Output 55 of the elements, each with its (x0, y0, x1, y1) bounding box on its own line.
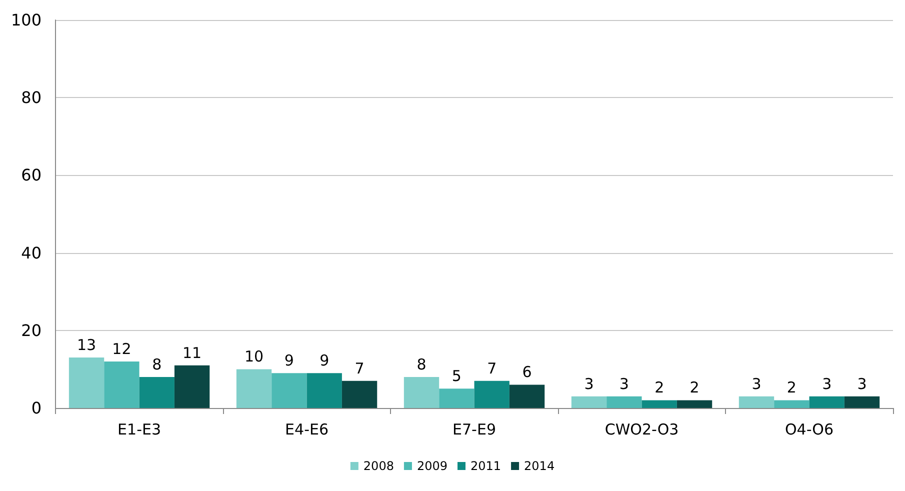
bar (642, 400, 677, 408)
data-label: 3 (619, 374, 629, 393)
bar (236, 369, 272, 408)
bar (104, 361, 140, 408)
data-label: 2 (654, 378, 664, 397)
x-tick-label: E4-E6 (285, 420, 329, 438)
data-label: 7 (487, 359, 497, 378)
y-tick-label: 40 (21, 243, 42, 262)
y-tick-label: 20 (21, 320, 42, 340)
bar (139, 376, 174, 408)
x-tick-label: CWO2-O3 (604, 420, 679, 438)
bar (174, 365, 210, 408)
x-tick-label: E7-E9 (452, 420, 496, 438)
data-label: 13 (76, 336, 96, 354)
bar (809, 396, 844, 408)
data-label: 3 (822, 374, 832, 393)
data-label: 5 (452, 367, 462, 386)
data-label: 3 (857, 374, 867, 393)
data-label: 3 (752, 374, 762, 393)
y-tick-label: 100 (10, 10, 42, 30)
data-label: 9 (320, 352, 330, 370)
bar (474, 380, 510, 408)
legend-label: 2008 (363, 459, 394, 473)
bar (738, 396, 774, 408)
data-label: 8 (416, 355, 426, 374)
data-label: 10 (244, 348, 264, 366)
bar (844, 396, 880, 408)
bar (439, 388, 474, 408)
legend-label: 2014 (524, 459, 555, 473)
bar (404, 376, 440, 408)
data-label: 2 (786, 378, 796, 397)
x-tick-label: E1-E3 (118, 420, 162, 438)
data-label: 8 (152, 355, 162, 374)
x-tick-label: O4-O6 (784, 420, 834, 438)
bar (606, 396, 642, 408)
bar (68, 358, 104, 408)
data-label: 7 (354, 359, 364, 378)
legend-label: 2011 (470, 459, 502, 473)
bar (676, 400, 712, 408)
data-label: 11 (182, 344, 202, 362)
bar (571, 396, 607, 408)
bar (272, 373, 307, 408)
data-label: 9 (284, 352, 294, 370)
y-tick-label: 0 (31, 398, 42, 418)
bar (342, 380, 378, 408)
data-label: 12 (112, 340, 132, 358)
bar (306, 373, 342, 408)
y-tick-label: 60 (21, 166, 42, 185)
data-label: 3 (584, 374, 594, 393)
bar (774, 400, 810, 408)
data-label: 6 (522, 363, 532, 382)
data-label: 2 (690, 378, 700, 397)
legend-label: 2009 (416, 459, 448, 473)
y-tick-label: 80 (21, 88, 42, 108)
bar (509, 384, 545, 408)
